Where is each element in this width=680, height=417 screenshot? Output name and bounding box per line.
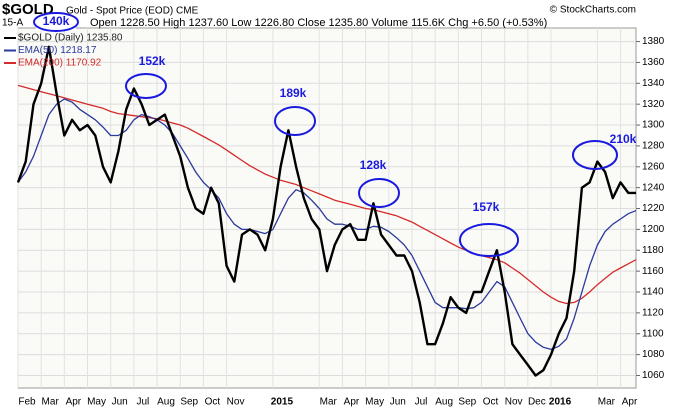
y-tick-label: 1060 <box>642 370 665 381</box>
annotation: 152k <box>139 54 166 68</box>
y-tick-label: 1120 <box>642 308 664 319</box>
annotation-circle <box>33 12 79 32</box>
annotation-bg <box>36 14 76 30</box>
date: 15-A <box>2 18 23 29</box>
x-tick-label: Sep <box>180 397 198 408</box>
legend-label: $GOLD (Daily) 1235.80 <box>18 33 123 44</box>
x-tick-label: Mar <box>598 397 616 408</box>
annotation-circle <box>459 223 519 257</box>
y-tick-label: 1200 <box>642 224 665 235</box>
y-tick-label: 1380 <box>642 36 665 47</box>
x-tick-label: Aug <box>157 397 175 408</box>
x-tick-label: Apr <box>66 397 82 408</box>
y-tick-label: 1220 <box>642 203 665 214</box>
x-tick-label: Mar <box>320 397 338 408</box>
credit: © StockCharts.com <box>550 5 636 16</box>
legend-label: EMA(50) 1218.17 <box>18 45 97 56</box>
price-info: Open 1228.50 High 1237.60 Low 1226.80 Cl… <box>90 17 547 29</box>
chart-title: $GOLD <box>2 1 54 18</box>
y-tick-label: 1260 <box>642 161 665 172</box>
plot-area <box>17 27 637 389</box>
x-tick-label: May <box>87 397 106 408</box>
x-tick-label: May <box>365 397 384 408</box>
price-line <box>16 45 636 377</box>
y-tick-label: 1340 <box>642 78 665 89</box>
annotation: 210k <box>610 132 637 146</box>
y-tick-label: 1080 <box>642 349 665 360</box>
x-tick-label: Nov <box>505 397 523 408</box>
x-tick-label: Jul <box>136 397 149 408</box>
y-tick-label: 1100 <box>642 328 664 339</box>
annotation-circle <box>274 106 316 136</box>
annotation-circle <box>125 73 167 99</box>
annotation: 128k <box>360 158 387 172</box>
x-tick-label: Jul <box>415 397 428 408</box>
y-tick-label: 1140 <box>642 287 664 298</box>
x-tick-label: Apr <box>622 397 638 408</box>
annotation: 157k <box>473 200 500 214</box>
x-tick-label: Oct <box>205 397 221 408</box>
x-tick-label: Jun <box>112 397 128 408</box>
price-line <box>17 84 637 305</box>
annotation-circle <box>572 140 618 170</box>
x-tick-label: Oct <box>483 397 499 408</box>
x-tick-label: Apr <box>344 397 360 408</box>
x-tick-label: 2015 <box>271 397 294 408</box>
x-tick-label: Sep <box>458 397 476 408</box>
x-tick-label: Mar <box>42 397 60 408</box>
x-tick-label: 2016 <box>549 397 572 408</box>
x-tick-label: Feb <box>18 397 36 408</box>
annotation: 140k <box>43 14 70 28</box>
y-tick-label: 1300 <box>642 120 665 131</box>
x-tick-label: Aug <box>435 397 453 408</box>
y-tick-label: 1160 <box>642 266 664 277</box>
y-tick-label: 1280 <box>642 141 665 152</box>
annotation: 189k <box>280 86 307 100</box>
y-tick-label: 1240 <box>642 182 665 193</box>
legend-label: EMA(200) 1170.92 <box>18 58 102 69</box>
y-tick-label: 1180 <box>642 245 664 256</box>
y-tick-label: 1360 <box>642 57 665 68</box>
x-tick-label: Dec <box>528 397 546 408</box>
x-tick-label: Nov <box>227 397 245 408</box>
x-tick-label: Jun <box>390 397 406 408</box>
y-tick-label: 1320 <box>642 99 665 110</box>
annotation-circle <box>358 178 400 208</box>
chart-subtitle: Gold - Spot Price (EOD) CME <box>66 6 199 17</box>
